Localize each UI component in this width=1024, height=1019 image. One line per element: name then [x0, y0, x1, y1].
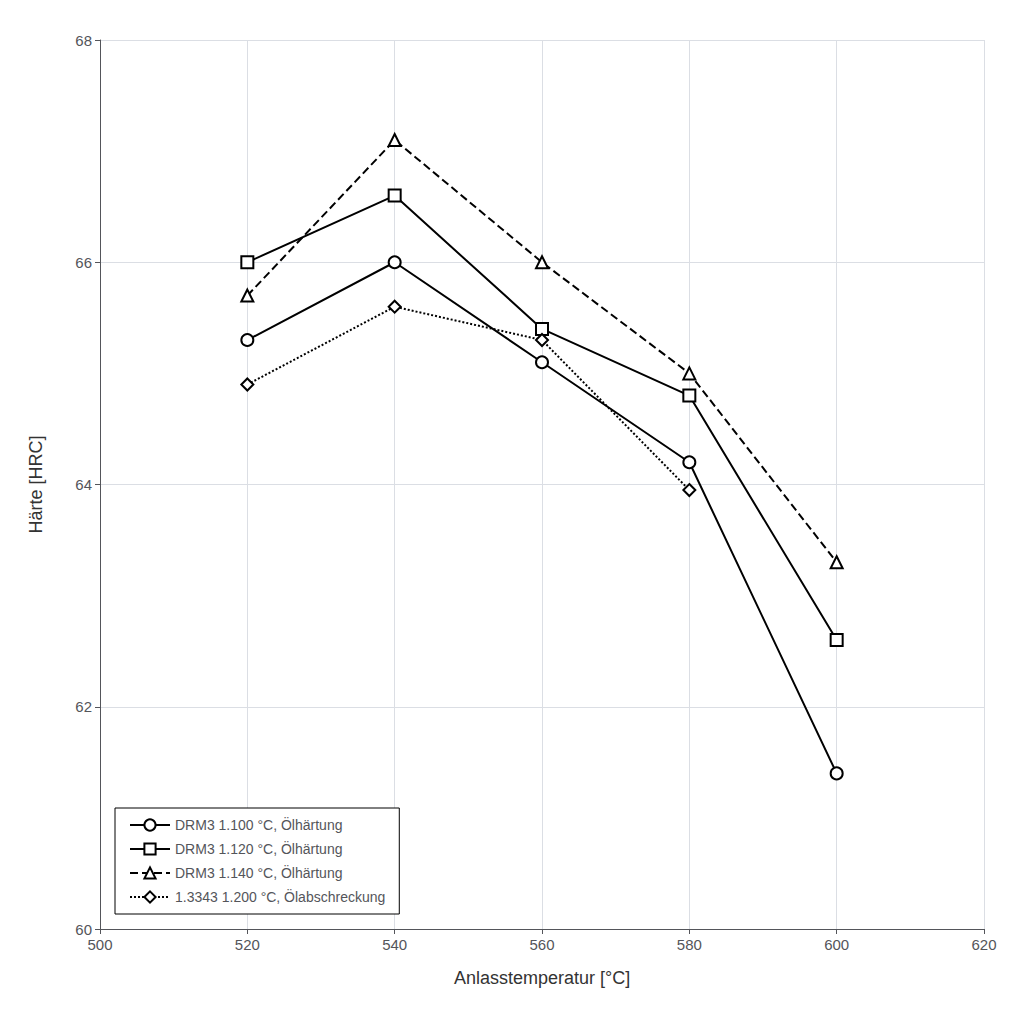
svg-text:600: 600: [824, 936, 849, 953]
svg-text:580: 580: [677, 936, 702, 953]
svg-text:60: 60: [75, 921, 92, 938]
svg-text:540: 540: [382, 936, 407, 953]
svg-text:Anlasstemperatur [°C]: Anlasstemperatur [°C]: [454, 968, 630, 988]
svg-text:Härte [HRC]: Härte [HRC]: [26, 435, 46, 533]
svg-text:62: 62: [75, 698, 92, 715]
svg-text:520: 520: [235, 936, 260, 953]
svg-text:500: 500: [87, 936, 112, 953]
svg-text:68: 68: [75, 32, 92, 49]
svg-text:1.3343 1.200 °C, Ölabschreckun: 1.3343 1.200 °C, Ölabschreckung: [175, 888, 385, 905]
svg-text:64: 64: [75, 476, 92, 493]
svg-text:DRM3 1.100 °C, Ölhärtung: DRM3 1.100 °C, Ölhärtung: [175, 816, 342, 833]
svg-text:620: 620: [971, 936, 996, 953]
svg-text:66: 66: [75, 254, 92, 271]
svg-text:560: 560: [529, 936, 554, 953]
svg-text:DRM3 1.140 °C, Ölhärtung: DRM3 1.140 °C, Ölhärtung: [175, 864, 342, 881]
svg-text:DRM3 1.120 °C, Ölhärtung: DRM3 1.120 °C, Ölhärtung: [175, 840, 342, 857]
